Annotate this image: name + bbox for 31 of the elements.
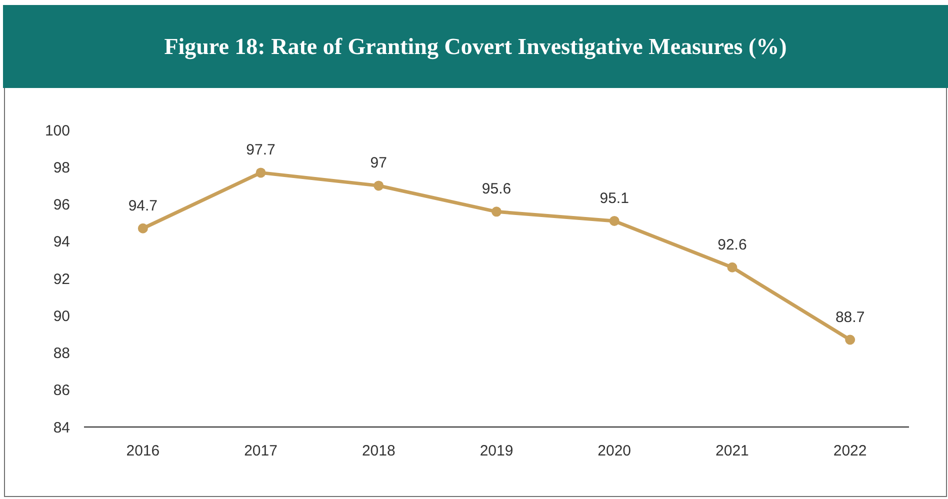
x-tick-label: 2017 [244,442,278,460]
x-tick-label: 2022 [833,442,867,460]
y-tick-label: 96 [53,196,70,214]
point [256,168,266,178]
y-tick-label: 90 [53,308,70,325]
chart-title: Figure 18: Rate of Granting Covert Investigative Measures (%) [164,34,787,60]
y-tick-label: 88 [53,345,70,362]
point [374,180,384,191]
point [845,334,856,345]
data-label: 97.7 [246,142,276,159]
data-label: 95.6 [482,180,512,198]
y-tick-label: 100 [44,122,70,140]
x-tick-label: 2020 [598,442,632,460]
y-tick-label: 94 [53,234,70,251]
data-label: 92.6 [718,236,747,254]
x-tick-label: 2019 [480,442,514,460]
data-label: 95.1 [600,190,629,207]
data-label: 94.7 [128,197,158,214]
y-tick-label: 98 [53,159,70,176]
y-tick-label: 86 [53,382,70,400]
data-label: 97 [370,154,387,172]
x-tick-label: 2016 [126,442,160,460]
y-tick-label: 84 [53,419,70,436]
point [138,223,148,234]
x-tick-label: 2021 [716,442,749,460]
x-tick-label: 2018 [362,442,396,460]
point [609,216,620,226]
point [727,262,738,272]
data-label: 88.7 [835,308,865,326]
point [492,206,502,217]
y-tick-label: 92 [53,270,70,288]
